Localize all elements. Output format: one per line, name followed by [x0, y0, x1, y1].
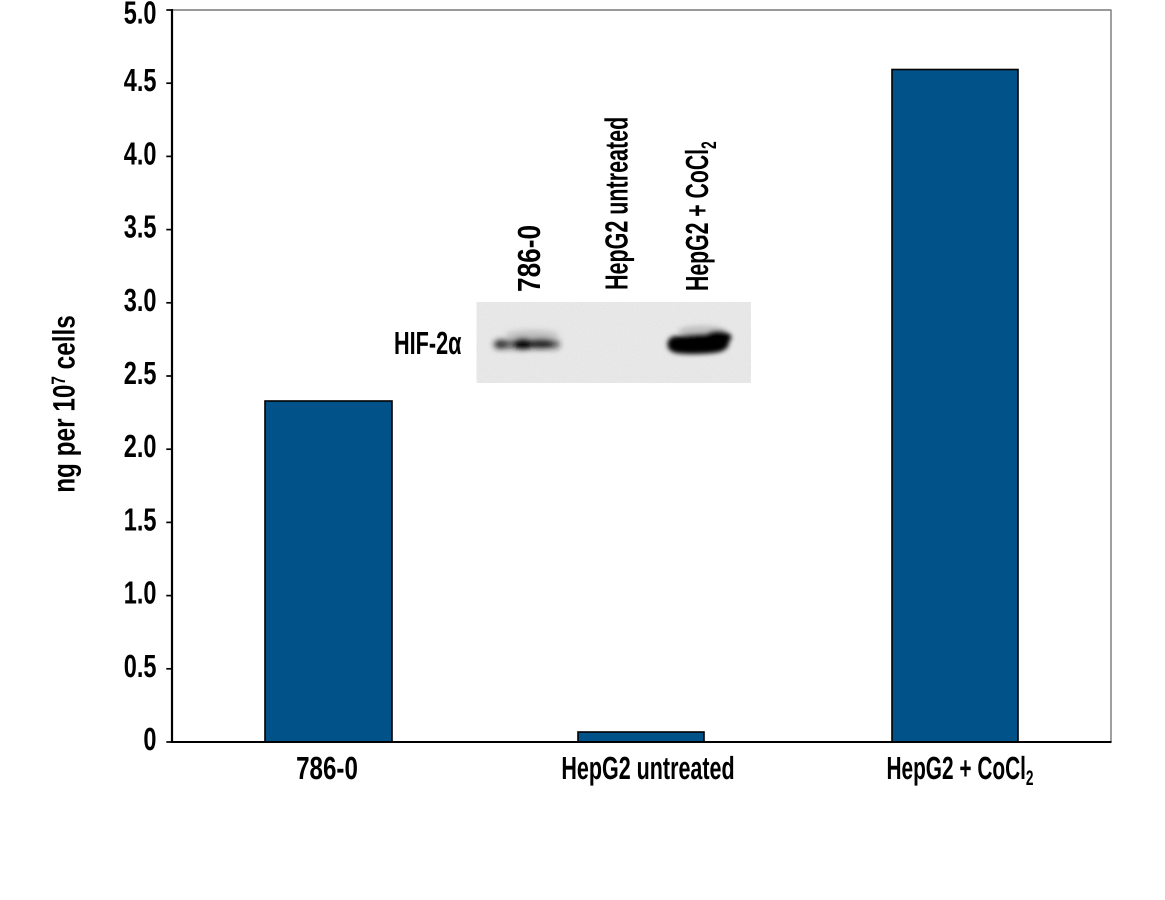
svg-text:3.0: 3.0 — [124, 282, 157, 318]
svg-text:HIF-2α: HIF-2α — [394, 325, 462, 361]
svg-text:1.0: 1.0 — [124, 575, 157, 611]
svg-text:2.0: 2.0 — [124, 428, 157, 464]
svg-text:HepG2 + CoCl2: HepG2 + CoCl2 — [679, 141, 721, 291]
svg-text:4.0: 4.0 — [124, 135, 157, 171]
svg-text:0: 0 — [143, 721, 156, 757]
svg-text:1.5: 1.5 — [124, 501, 157, 537]
svg-text:3.5: 3.5 — [124, 209, 157, 245]
svg-text:0.5: 0.5 — [124, 648, 157, 684]
svg-text:786-0: 786-0 — [511, 225, 547, 292]
svg-text:5.0: 5.0 — [124, 0, 157, 31]
svg-text:HepG2 + CoCl2: HepG2 + CoCl2 — [886, 750, 1033, 790]
svg-text:HepG2 untreated: HepG2 untreated — [599, 117, 635, 290]
svg-text:ng per 107 cells: ng per 107 cells — [47, 315, 82, 493]
svg-text:786-0: 786-0 — [296, 750, 358, 786]
svg-text:4.5: 4.5 — [124, 62, 157, 98]
svg-text:2.5: 2.5 — [124, 355, 157, 391]
svg-text:HepG2 untreated: HepG2 untreated — [561, 750, 734, 786]
